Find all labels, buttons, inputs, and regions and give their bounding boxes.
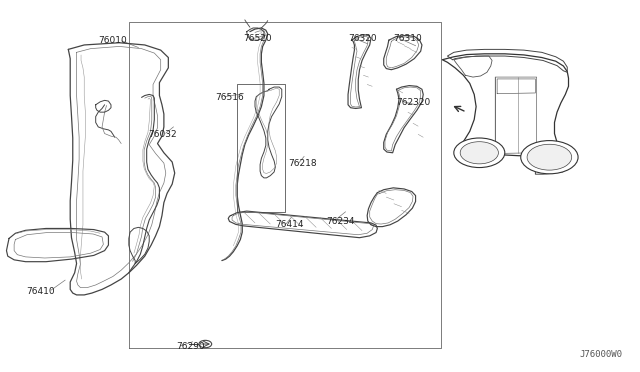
Text: 76520: 76520 — [244, 34, 272, 43]
Text: 76010: 76010 — [99, 36, 127, 45]
Text: 76234: 76234 — [326, 217, 355, 225]
Text: 76516: 76516 — [215, 93, 244, 102]
Text: 76290: 76290 — [177, 342, 205, 351]
Text: 76414: 76414 — [275, 220, 304, 229]
Text: 762320: 762320 — [396, 99, 431, 108]
Text: 76310: 76310 — [394, 34, 422, 43]
Text: 76320: 76320 — [349, 34, 378, 43]
Circle shape — [521, 141, 578, 174]
Circle shape — [527, 144, 572, 170]
Text: 76410: 76410 — [27, 287, 55, 296]
Text: 76218: 76218 — [288, 159, 317, 169]
Text: J76000W0: J76000W0 — [580, 350, 623, 359]
Circle shape — [454, 138, 505, 167]
Circle shape — [460, 142, 499, 164]
Text: 76032: 76032 — [148, 130, 177, 139]
Circle shape — [199, 340, 212, 348]
